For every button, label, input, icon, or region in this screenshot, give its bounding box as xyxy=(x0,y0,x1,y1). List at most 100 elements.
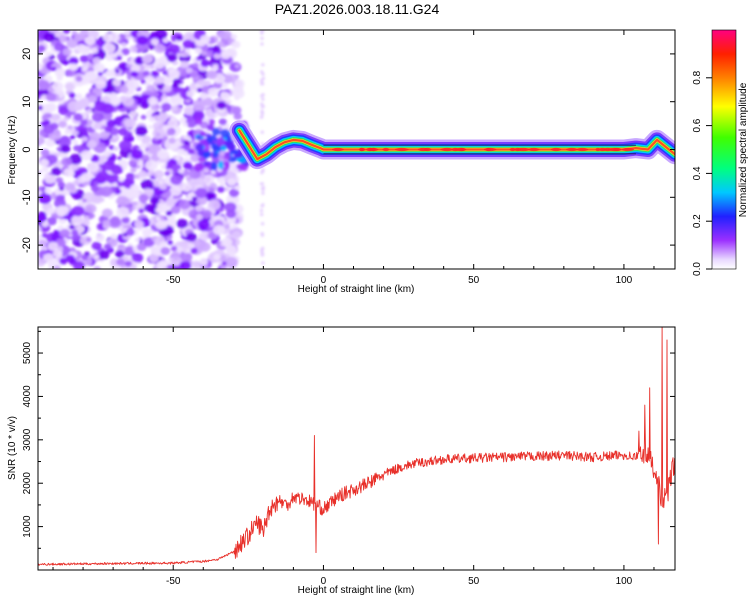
y-tick-label: -10 xyxy=(21,189,33,205)
noise-blob xyxy=(59,228,71,238)
noise-blob xyxy=(220,91,230,100)
y-tick-label: 1000 xyxy=(22,515,33,538)
noise-blob xyxy=(185,117,198,128)
noise-blob xyxy=(97,71,103,77)
noise-blob xyxy=(106,119,117,128)
noise-blob xyxy=(118,244,126,252)
noise-blob xyxy=(38,95,41,100)
noise-blob xyxy=(130,71,139,78)
noise-blob xyxy=(69,56,79,65)
ridge-hotspot xyxy=(576,147,589,152)
noise-blob xyxy=(180,261,192,269)
ridge-hotspot xyxy=(368,147,373,152)
noise-blob xyxy=(190,153,201,163)
noise-blob xyxy=(130,149,144,160)
noise-blob xyxy=(51,167,62,176)
noise-blob xyxy=(147,75,155,83)
noise-blob xyxy=(160,241,168,248)
colorbar-tick-label: 0.0 xyxy=(692,262,703,276)
noise-blob xyxy=(118,176,125,182)
y-tick-label: 2000 xyxy=(22,472,33,495)
noise-blob xyxy=(145,160,158,171)
noise-blob xyxy=(81,136,88,142)
noise-blob xyxy=(170,245,178,252)
noise-blob xyxy=(41,166,49,173)
noise-blob xyxy=(170,251,180,260)
noise-blob xyxy=(84,70,98,82)
noise-blob xyxy=(206,70,218,80)
noise-blob xyxy=(86,108,93,114)
noise-blob xyxy=(213,53,222,60)
noise-blob xyxy=(189,71,199,79)
noise-blob xyxy=(234,64,240,69)
ridge-hotspot xyxy=(566,147,578,152)
noise-blob xyxy=(162,84,172,93)
noise-blob xyxy=(121,48,130,56)
noise-blob xyxy=(71,30,78,35)
ridge-hotspot xyxy=(382,147,390,152)
onset-blob xyxy=(208,118,215,126)
noise-dot xyxy=(261,246,265,250)
noise-blob xyxy=(176,148,186,156)
noise-blob xyxy=(68,63,79,71)
noise-blob xyxy=(159,183,167,190)
noise-blob xyxy=(43,32,55,42)
noise-blob xyxy=(99,186,113,197)
noise-blob xyxy=(214,112,220,117)
onset-blob xyxy=(199,138,208,147)
spectrogram-y-label: Frequency (Hz) xyxy=(7,116,18,185)
noise-blob xyxy=(93,180,99,186)
noise-blob xyxy=(154,111,160,116)
x-tick-label: 0 xyxy=(321,275,327,286)
noise-blob xyxy=(94,101,108,112)
noise-dot xyxy=(260,204,264,208)
noise-blob xyxy=(179,251,193,263)
noise-blob xyxy=(42,89,50,95)
onset-blob xyxy=(223,151,231,160)
noise-blob xyxy=(38,186,43,192)
ridge-hotspot xyxy=(509,147,516,152)
noise-blob xyxy=(136,35,149,46)
noise-blob xyxy=(55,238,67,248)
noise-dot xyxy=(261,188,265,192)
noise-blob xyxy=(115,250,125,258)
onset-blob xyxy=(226,135,233,143)
noise-blob xyxy=(185,67,193,74)
noise-dot xyxy=(261,76,265,80)
noise-blob xyxy=(56,205,69,216)
noise-blob xyxy=(166,53,177,63)
noise-blob xyxy=(129,45,139,53)
noise-blob xyxy=(212,64,220,70)
noise-blob xyxy=(166,215,173,221)
noise-blob xyxy=(191,196,198,201)
ridge-band xyxy=(229,120,675,170)
noise-blob xyxy=(121,216,130,224)
noise-blob xyxy=(167,118,179,128)
noise-dot xyxy=(260,250,264,254)
noise-blob xyxy=(38,226,42,232)
noise-dot xyxy=(260,31,264,35)
noise-blob xyxy=(227,178,237,187)
noise-blob xyxy=(223,186,230,192)
noise-blob xyxy=(71,233,81,242)
noise-blob xyxy=(216,41,225,48)
noise-dot xyxy=(259,182,264,186)
noise-blob xyxy=(170,105,178,112)
noise-blob xyxy=(58,106,69,116)
y-tick-label: 3000 xyxy=(22,428,33,451)
x-tick-label: 100 xyxy=(616,576,633,587)
noise-blob xyxy=(144,204,154,213)
noise-blob xyxy=(123,30,131,35)
noise-blob xyxy=(86,140,97,149)
noise-blob xyxy=(217,65,224,70)
onset-blob xyxy=(223,166,230,171)
noise-blob xyxy=(73,192,81,199)
ridge-hotspot xyxy=(394,147,409,152)
noise-blob xyxy=(202,97,214,107)
snr-plot: -50 0 50 100 1000 2000 3000 4000 5000 Height of… xyxy=(7,326,676,596)
noise-blob xyxy=(38,193,52,204)
noise-dot xyxy=(260,36,264,40)
noise-blob xyxy=(176,218,188,229)
noise-blob xyxy=(230,34,238,40)
noise-blob xyxy=(126,79,140,90)
